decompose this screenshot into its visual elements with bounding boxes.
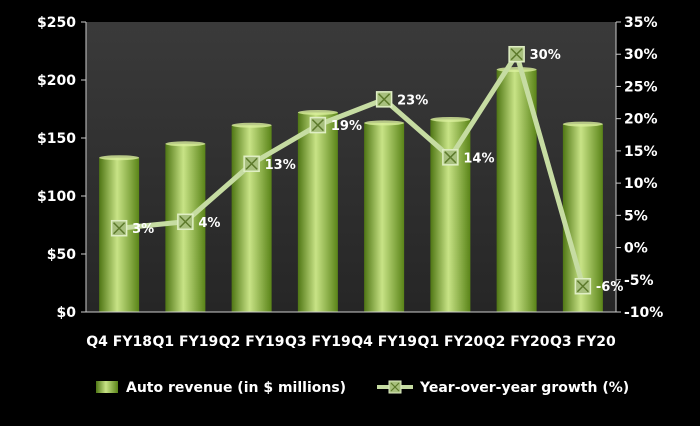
marker-cross-b xyxy=(179,215,192,228)
right-tick-10: 35% xyxy=(624,15,658,31)
legend-marker-cross-b xyxy=(390,382,400,392)
right-tick-8: 25% xyxy=(624,79,658,95)
axes-layer: $0 $50 $100 $150 $200 $250 -10% -5% 0% 5% 10% 15% 20… xyxy=(37,15,663,350)
category-label-7: Q2 FY20 xyxy=(484,334,550,350)
right-tick-1: -10% xyxy=(624,305,663,321)
growth-label-6: 14% xyxy=(463,151,494,166)
growth-marker-8 xyxy=(574,277,592,295)
left-tick-1: $0 xyxy=(57,305,77,321)
legend-label-growth: Year-over-year growth (%) xyxy=(419,380,629,396)
marker-cross-b xyxy=(113,222,126,235)
growth-label-5: 23% xyxy=(397,93,428,108)
bar-4 xyxy=(297,112,338,312)
bar-top-7 xyxy=(496,67,537,73)
growth-marker-4 xyxy=(309,116,327,134)
growth-marker-1 xyxy=(110,219,128,237)
left-tick-6: $250 xyxy=(37,15,76,31)
bar-top-8 xyxy=(562,121,603,127)
growth-label-1: 3% xyxy=(132,222,154,237)
legend: Auto revenue (in $ millions) Year-over-ye… xyxy=(96,380,629,396)
bar-top-5 xyxy=(364,120,405,126)
right-tick-5: 10% xyxy=(624,176,658,192)
category-label-1: Q4 FY18 xyxy=(86,334,152,350)
category-label-5: Q4 FY19 xyxy=(351,334,417,350)
right-tick-7: 20% xyxy=(624,112,658,128)
growth-marker-6 xyxy=(442,149,459,166)
marker-cross-b xyxy=(311,119,324,132)
growth-label-7: 30% xyxy=(530,48,561,63)
legend-item-growth: Year-over-year growth (%) xyxy=(377,380,629,396)
category-label-8: Q3 FY20 xyxy=(550,334,616,350)
marker-cross-b xyxy=(378,93,391,106)
growth-label-8: -6% xyxy=(596,280,623,295)
marker-cross-b xyxy=(245,157,258,170)
category-label-6: Q1 FY20 xyxy=(418,334,484,350)
left-tick-3: $100 xyxy=(37,189,76,205)
legend-item-revenue: Auto revenue (in $ millions) xyxy=(96,380,346,396)
left-tick-5: $200 xyxy=(37,73,76,89)
growth-marker-5 xyxy=(375,91,393,108)
left-tick-4: $150 xyxy=(37,131,76,147)
right-tick-9: 30% xyxy=(624,47,658,63)
growth-line xyxy=(118,51,586,287)
bar-top-3 xyxy=(231,122,272,128)
bar-top-1 xyxy=(99,155,140,161)
left-tick-2: $50 xyxy=(47,247,76,263)
legend-swatch-revenue xyxy=(96,381,118,393)
category-label-4: Q3 FY19 xyxy=(285,334,351,350)
line-layer: 3% 4% 13% 19% 23% 14% 30% -6% xyxy=(110,45,623,295)
bar-5 xyxy=(364,122,405,312)
legend-label-revenue: Auto revenue (in $ millions) xyxy=(126,380,346,396)
growth-marker-7 xyxy=(508,45,525,63)
growth-label-3: 13% xyxy=(265,158,296,173)
marker-cross-b xyxy=(576,280,589,293)
growth-marker-3 xyxy=(243,155,260,173)
right-tick-6: 15% xyxy=(624,144,658,160)
bar-top-2 xyxy=(165,141,206,147)
category-label-3: Q2 FY19 xyxy=(219,334,285,350)
marker-cross-b xyxy=(510,48,523,61)
marker-cross-b xyxy=(444,151,457,164)
bar-top-4 xyxy=(297,109,338,115)
right-tick-2: -5% xyxy=(624,273,654,289)
right-tick-3: 0% xyxy=(624,241,648,257)
bar-top-6 xyxy=(430,116,471,122)
category-label-2: Q1 FY19 xyxy=(153,334,219,350)
right-tick-4: 5% xyxy=(624,208,648,224)
growth-label-2: 4% xyxy=(198,216,220,231)
growth-marker-2 xyxy=(177,213,194,231)
growth-label-4: 19% xyxy=(331,119,362,134)
